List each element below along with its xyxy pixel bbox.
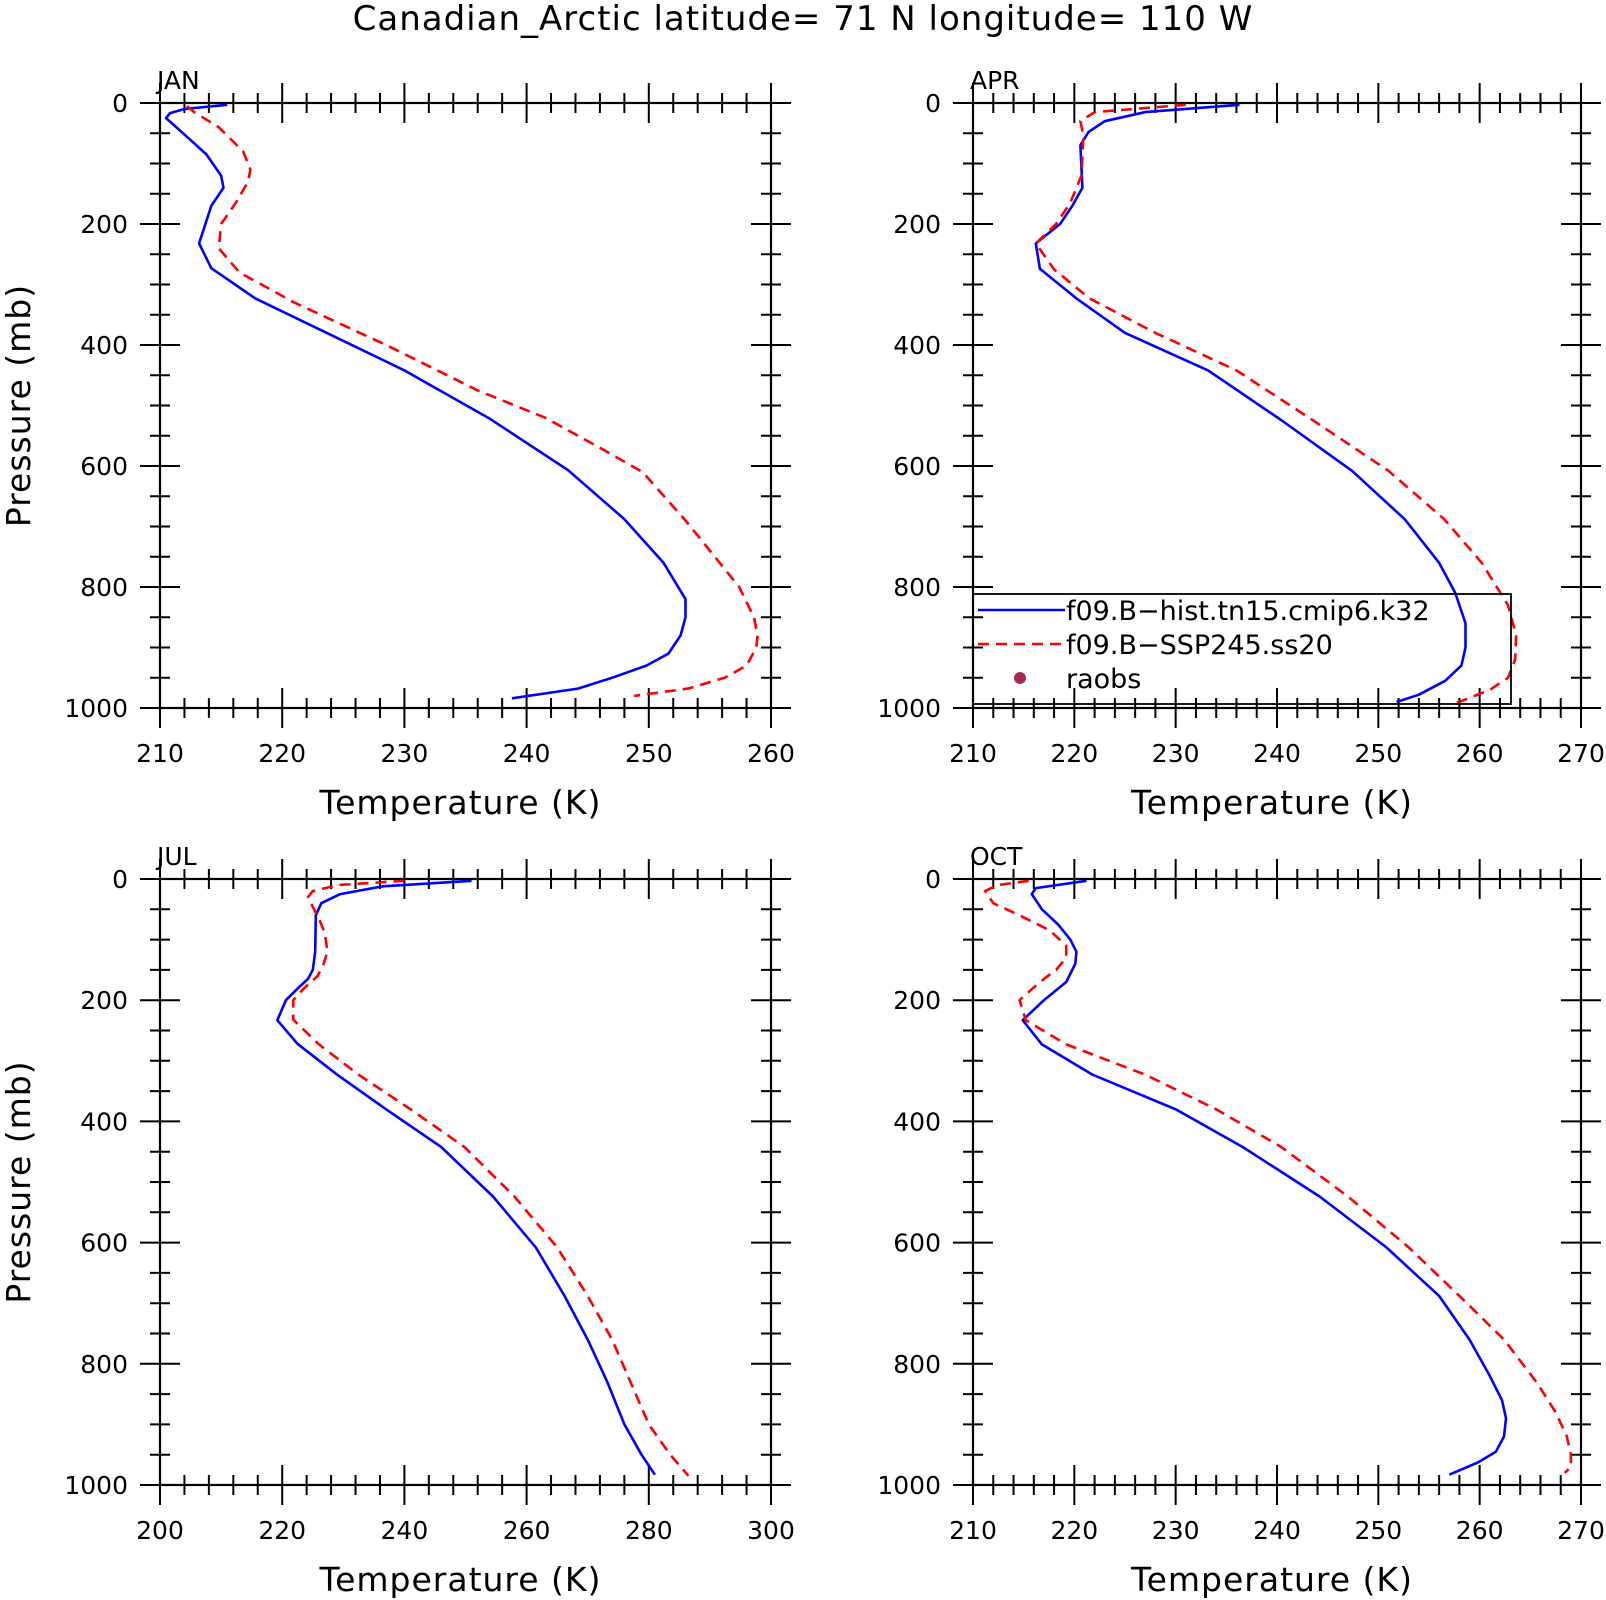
y-tick-label: 200 (80, 210, 128, 239)
x-tick-label: 230 (1152, 1516, 1200, 1545)
x-axis-label: Temperature (K) (1130, 783, 1413, 822)
x-tick-label: 300 (747, 1516, 795, 1545)
series-line-hist (1021, 879, 1508, 1476)
figure-title: Canadian_Arctic latitude= 71 N longitude… (353, 0, 1254, 39)
x-tick-label: 250 (1354, 1516, 1402, 1545)
series-line-hist (1034, 103, 1467, 704)
x-tick-label: 210 (949, 1516, 997, 1545)
x-tick-label: 220 (258, 739, 306, 768)
legend-label: raobs (1066, 664, 1141, 695)
x-tick-label: 210 (949, 739, 997, 768)
x-tick-label: 250 (1354, 739, 1402, 768)
y-tick-label: 1000 (64, 694, 128, 723)
y-tick-label: 400 (80, 331, 128, 360)
legend-label: f09.B−SSP245.ss20 (1066, 630, 1333, 661)
panel-apr: APR 0 200 400 600 800 1000 210 220 230 240 250 260 27… (877, 66, 1604, 822)
x-tick-label: 220 (1050, 739, 1098, 768)
y-tick-label: 1000 (877, 694, 941, 723)
y-tick-label: 200 (80, 986, 128, 1015)
y-axis-label: Pressure (mb) (0, 1060, 38, 1303)
legend-marker-raobs (1014, 672, 1026, 684)
x-tick-label: 260 (1456, 1516, 1504, 1545)
series-line-hist (275, 879, 656, 1476)
y-tick-label: 800 (893, 573, 941, 602)
y-tick-label: 600 (80, 452, 128, 481)
y-tick-label: 200 (893, 986, 941, 1015)
panel-label: JUL (155, 842, 197, 871)
x-tick-label: 230 (1152, 739, 1200, 768)
y-tick-label: 0 (112, 865, 128, 894)
y-tick-label: 600 (893, 1229, 941, 1258)
x-tick-label: 200 (136, 1516, 184, 1545)
y-tick-label: 400 (80, 1107, 128, 1136)
plot-frame (971, 877, 1583, 1487)
x-tick-label: 210 (136, 739, 184, 768)
x-axis-label: Temperature (K) (319, 783, 602, 822)
x-tick-label: 250 (625, 739, 673, 768)
x-tick-label: 270 (1557, 739, 1605, 768)
y-tick-label: 1000 (64, 1471, 128, 1500)
panel-jul: JUL 0 200 400 600 800 1000 200 220 240 260 280 300 Te… (0, 842, 795, 1599)
series-line-ssp245 (983, 879, 1573, 1474)
y-tick-label: 200 (893, 210, 941, 239)
series-line-ssp245 (291, 879, 690, 1477)
x-tick-label: 220 (1050, 1516, 1098, 1545)
y-tick-label: 400 (893, 1107, 941, 1136)
legend-label: f09.B−hist.tn15.cmip6.k32 (1066, 596, 1430, 627)
y-tick-label: 400 (893, 331, 941, 360)
series-line-hist (164, 103, 687, 700)
x-tick-label: 240 (381, 1516, 429, 1545)
panel-oct: OCT 0 200 400 600 800 1000 210 220 230 240 250 260 27… (877, 842, 1604, 1599)
plot-frame (158, 877, 773, 1487)
panels: JAN 0 200 400 600 800 1000 210 220 230 240 250 260 Te… (0, 66, 1605, 1599)
legend-box (972, 593, 1512, 705)
y-tick-label: 1000 (877, 1471, 941, 1500)
x-tick-label: 240 (1253, 1516, 1301, 1545)
y-tick-label: 0 (112, 89, 128, 118)
x-tick-label: 260 (503, 1516, 551, 1545)
legend: f09.B−hist.tn15.cmip6.k32f09.B−SSP245.ss… (972, 593, 1512, 705)
x-tick-label: 240 (503, 739, 551, 768)
x-tick-label: 260 (1456, 739, 1504, 768)
y-tick-label: 800 (80, 573, 128, 602)
y-tick-label: 0 (925, 865, 941, 894)
x-tick-label: 220 (258, 1516, 306, 1545)
y-axis-label: Pressure (mb) (0, 284, 38, 527)
y-tick-label: 600 (80, 1229, 128, 1258)
y-tick-label: 800 (893, 1350, 941, 1379)
panel-label: APR (970, 66, 1020, 95)
y-tick-label: 0 (925, 89, 941, 118)
panel-label: OCT (970, 842, 1023, 871)
x-axis-label: Temperature (K) (1130, 1560, 1413, 1599)
y-tick-label: 600 (893, 452, 941, 481)
series-line-ssp245 (186, 105, 759, 698)
x-axis-label: Temperature (K) (319, 1560, 602, 1599)
panel-jan: JAN 0 200 400 600 800 1000 210 220 230 240 250 260 Te… (0, 66, 795, 822)
x-tick-label: 270 (1557, 1516, 1605, 1545)
series-line-ssp245 (1034, 103, 1518, 706)
x-tick-label: 230 (381, 739, 429, 768)
x-tick-label: 240 (1253, 739, 1301, 768)
y-tick-label: 800 (80, 1350, 128, 1379)
x-tick-label: 280 (625, 1516, 673, 1545)
panel-label: JAN (155, 66, 200, 95)
x-tick-label: 260 (747, 739, 795, 768)
